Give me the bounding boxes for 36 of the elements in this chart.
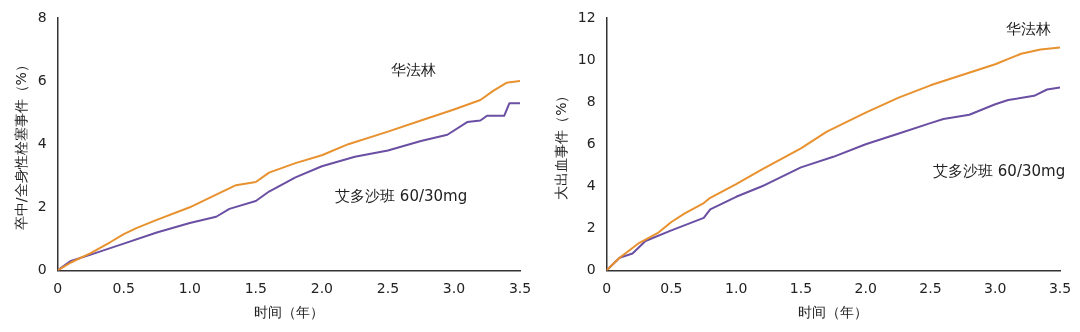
- x-tick-label: 2.5: [376, 280, 400, 297]
- x-tick-label: 3.0: [984, 280, 1007, 297]
- x-axis-title: 时间（年）: [798, 304, 869, 321]
- y-tick-label: 2: [37, 197, 47, 214]
- y-tick-label: 4: [37, 134, 47, 151]
- series-label: 华法林: [1005, 20, 1051, 39]
- y-tick-label: 10: [577, 50, 596, 67]
- x-tick-label: 2.0: [854, 280, 877, 297]
- y-tick-label: 6: [37, 71, 47, 88]
- x-tick-label: 1.5: [244, 280, 267, 297]
- series-label: 艾多沙班 60/30mg: [335, 187, 468, 206]
- y-tick-label: 2: [586, 218, 596, 235]
- x-tick-label: 1.0: [178, 280, 201, 297]
- y-tick-label: 0: [37, 261, 47, 278]
- y-axis-title: 大出血事件（%）: [553, 88, 570, 200]
- x-tick-label: 3.0: [442, 280, 466, 297]
- text: 艾多沙班 60/30mg: [933, 161, 1066, 180]
- text: 华法林: [390, 60, 436, 79]
- x-tick-label: 0.5: [660, 280, 683, 297]
- y-axis-title: 卒中/全身性栓塞事件（%）: [13, 58, 30, 231]
- x-tick-label: 2.5: [919, 280, 942, 297]
- y-tick-label: 12: [577, 8, 596, 25]
- y-tick-label: 8: [37, 8, 47, 25]
- y-tick-label: 4: [586, 176, 596, 193]
- x-tick-label: 0.5: [112, 280, 135, 297]
- y-tick-label: 6: [586, 134, 596, 151]
- x-axis-title: 时间（年）: [253, 304, 324, 321]
- y-tick-label: 0: [586, 261, 596, 278]
- x-tick-label: 1.0: [725, 280, 748, 297]
- y-tick-label: 8: [586, 92, 596, 109]
- x-tick-label: 3.5: [1048, 280, 1072, 297]
- x-tick-label: 0: [53, 280, 63, 297]
- x-tick-label: 0: [602, 280, 612, 297]
- x-tick-label: 2.0: [310, 280, 334, 297]
- x-tick-label: 3.5: [508, 280, 532, 297]
- x-tick-label: 1.5: [789, 280, 813, 297]
